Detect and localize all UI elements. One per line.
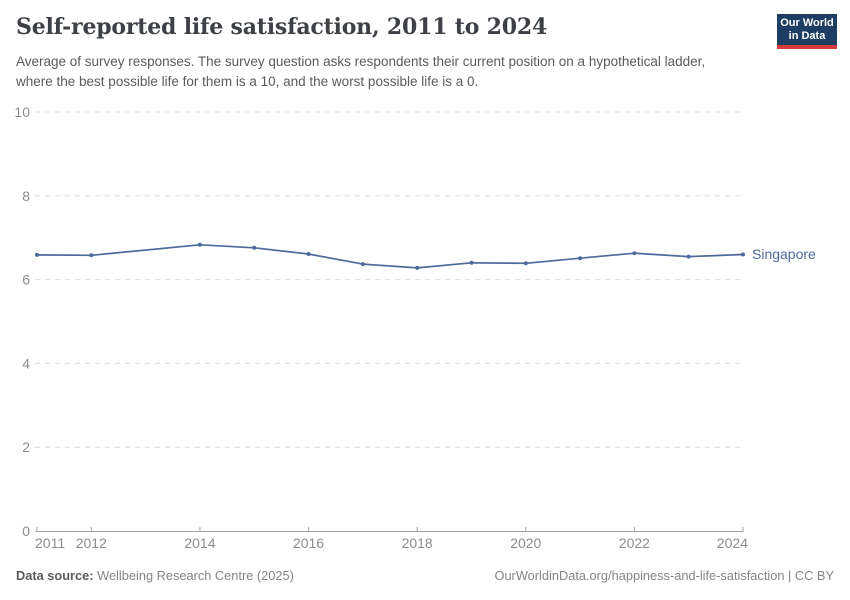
x-axis-tick-label: 2012	[76, 535, 107, 551]
data-point-marker[interactable]	[578, 256, 583, 261]
data-point-marker[interactable]	[89, 253, 94, 258]
x-axis-tick-label: 2011	[35, 535, 65, 551]
y-axis-tick-label: 6	[22, 272, 30, 288]
page-title: Self-reported life satisfaction, 2011 to…	[16, 14, 548, 40]
data-point-marker[interactable]	[197, 242, 202, 247]
data-source-label: Data source:	[16, 568, 94, 583]
x-axis-tick-label: 2024	[717, 535, 748, 551]
data-point-marker[interactable]	[252, 245, 257, 250]
data-point-marker[interactable]	[523, 261, 528, 266]
owid-logo-line2: in Data	[788, 29, 826, 42]
y-axis-tick-label: 2	[22, 439, 30, 455]
y-axis-tick-label: 0	[22, 523, 30, 539]
x-axis-tick-label: 2016	[293, 535, 324, 551]
data-point-marker[interactable]	[741, 252, 745, 257]
y-axis-tick-label: 4	[22, 355, 30, 371]
owid-logo[interactable]: Our World in Data	[777, 14, 837, 49]
x-axis-tick-label: 2014	[184, 535, 215, 551]
data-point-marker[interactable]	[686, 254, 691, 259]
data-source-note: Data source: Wellbeing Research Centre (…	[16, 568, 294, 583]
data-point-marker[interactable]	[360, 262, 365, 267]
data-point-marker[interactable]	[415, 265, 420, 270]
x-axis-tick-label: 2018	[402, 535, 433, 551]
data-point-marker[interactable]	[469, 260, 474, 265]
x-axis-tick-label: 2022	[619, 535, 650, 551]
data-point-marker[interactable]	[306, 252, 311, 256]
x-axis-tick-label: 2020	[510, 535, 541, 551]
owid-logo-line1: Our World	[780, 16, 834, 29]
data-point-marker[interactable]	[632, 251, 637, 256]
data-source-value: Wellbeing Research Centre (2025)	[97, 568, 294, 583]
y-axis-tick-label: 8	[22, 188, 30, 204]
data-point-marker[interactable]	[35, 252, 39, 257]
series-line[interactable]	[36, 243, 744, 269]
chart-subtitle: Average of survey responses. The survey …	[16, 54, 706, 89]
y-axis-tick-label: 10	[14, 104, 30, 120]
attribution-link[interactable]: OurWorldinData.org/happiness-and-life-sa…	[494, 568, 834, 583]
chart-footer: Data source: Wellbeing Research Centre (…	[16, 568, 834, 583]
series-entity-label[interactable]: Singapore	[752, 246, 816, 262]
